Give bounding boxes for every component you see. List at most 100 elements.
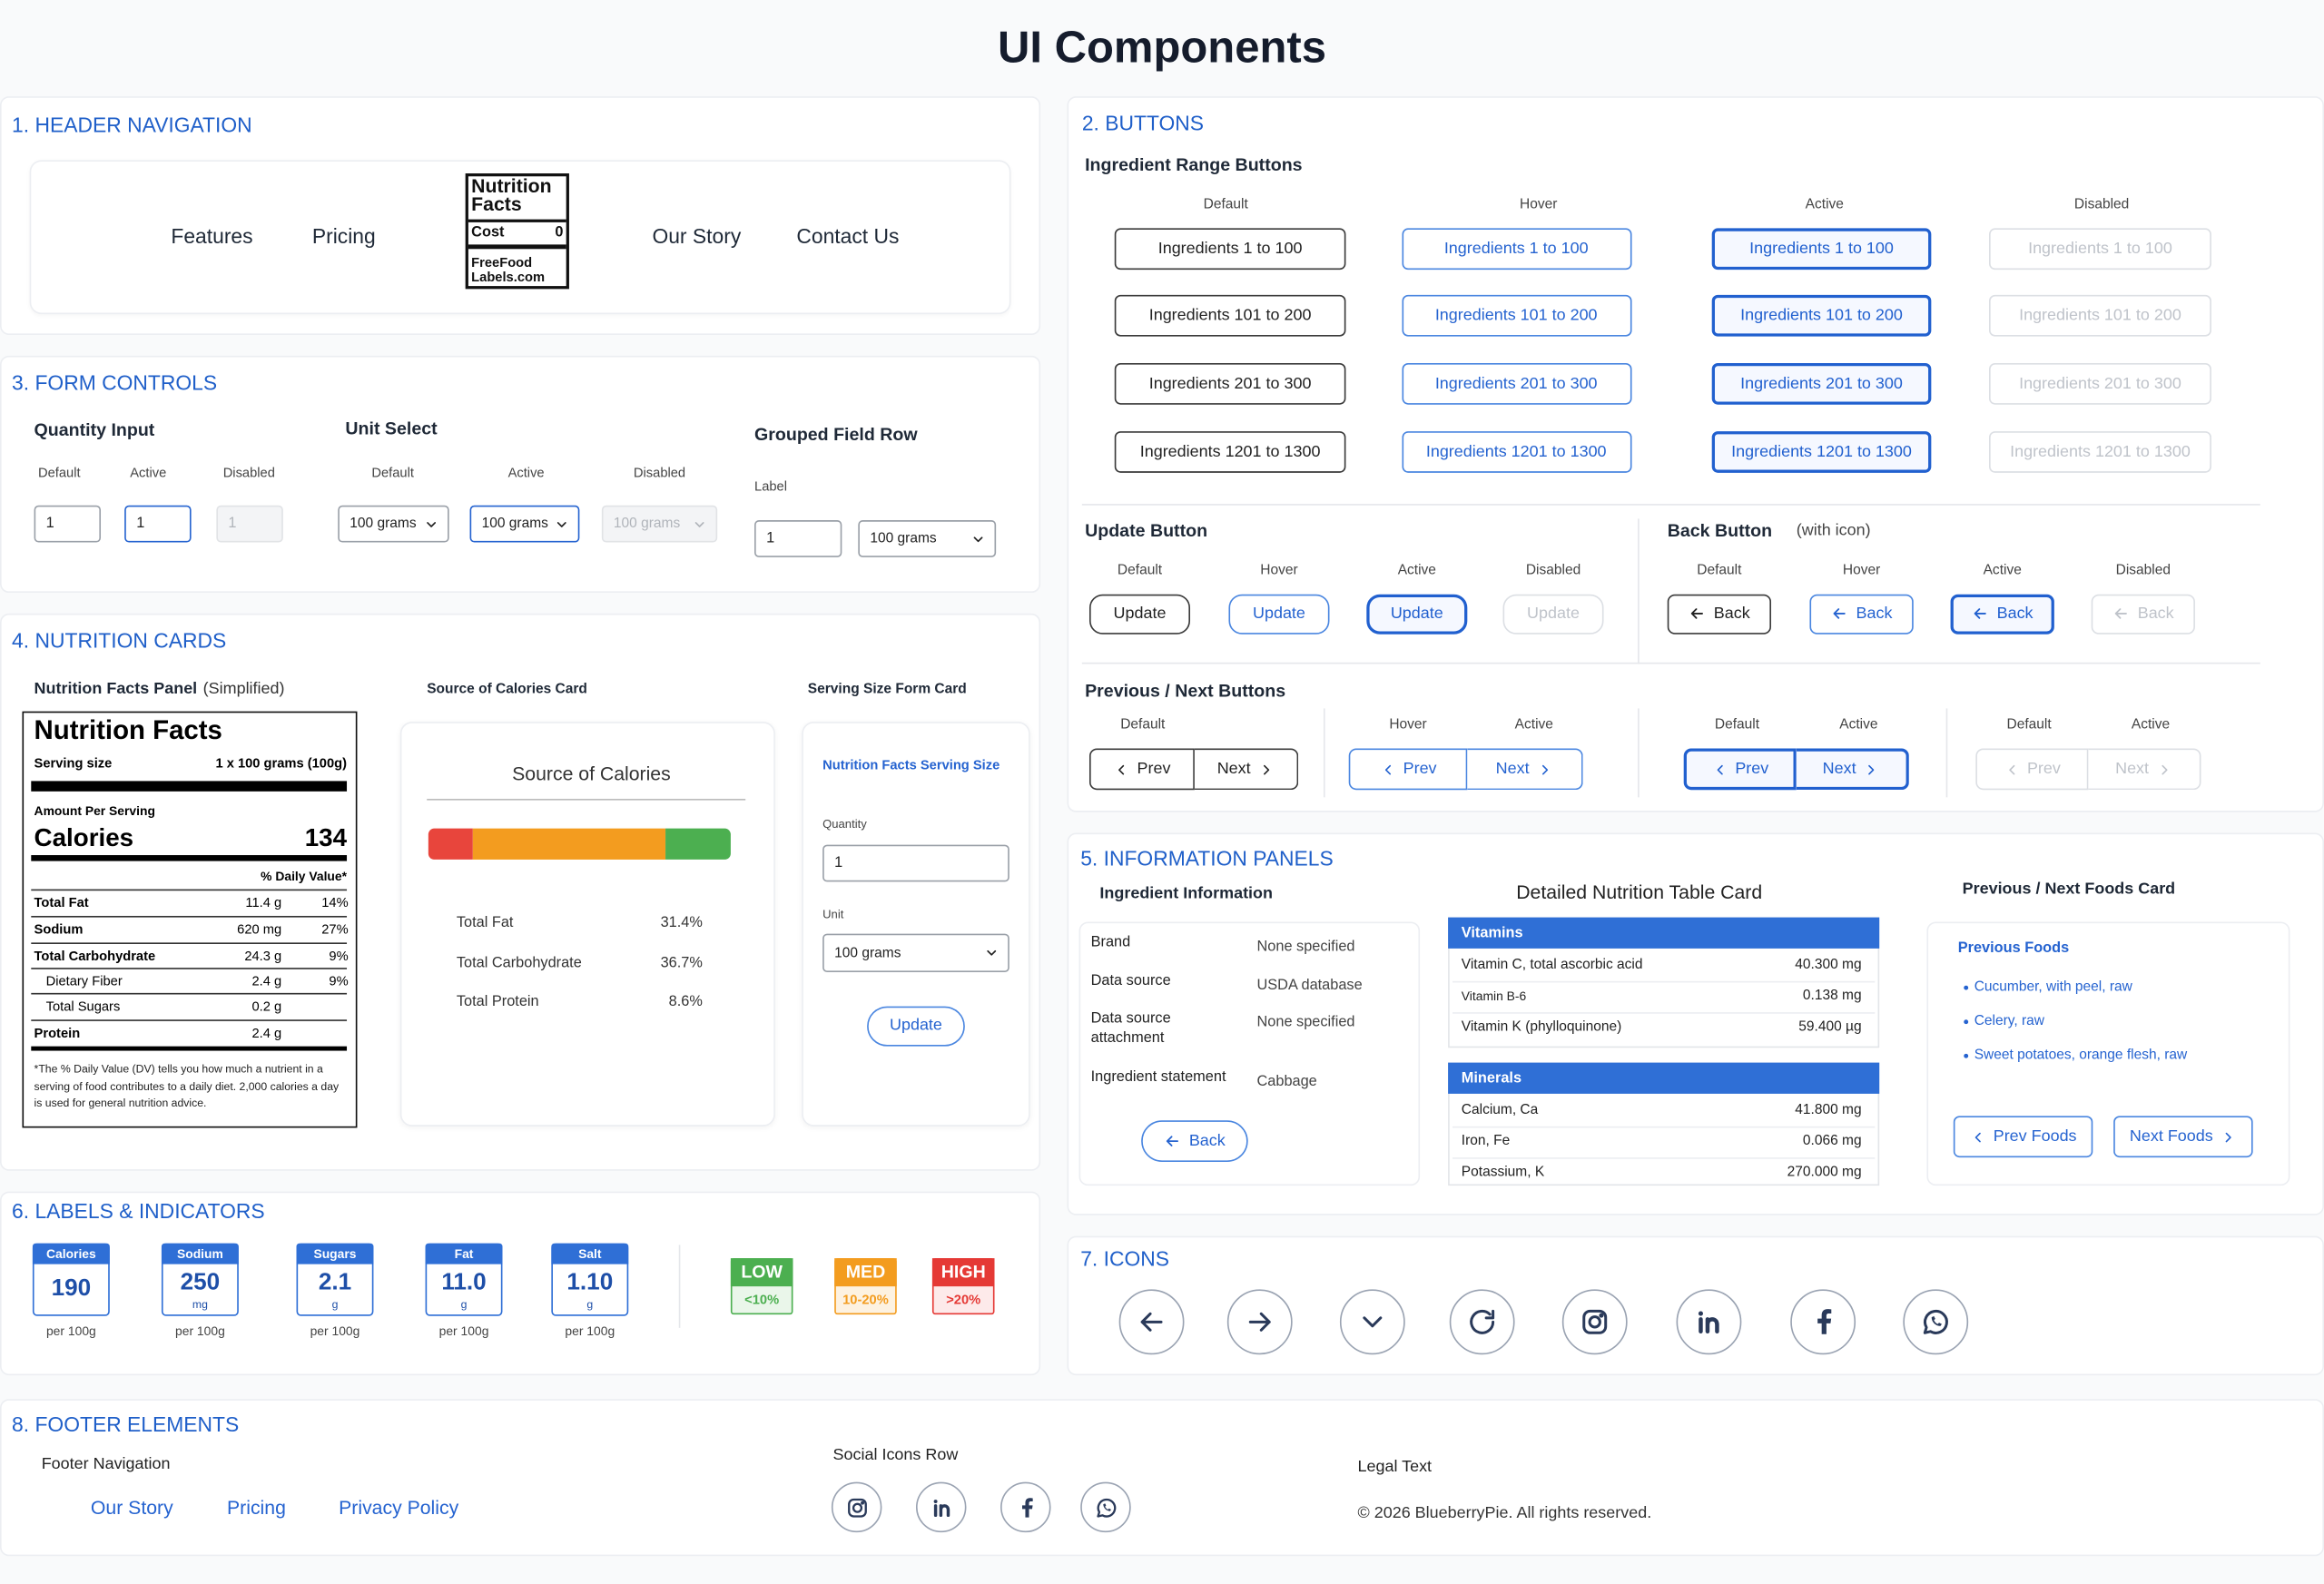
button[interactable]: Prev <box>1683 748 1797 791</box>
section-heading: 2. BUTTONS <box>1081 111 1205 135</box>
nav-link[interactable]: Contact Us <box>796 223 900 248</box>
icon-part <box>2162 764 2168 774</box>
button[interactable]: Next <box>1467 748 1583 791</box>
button[interactable]: Next <box>1194 748 1299 791</box>
icon-button[interactable] <box>1790 1289 1856 1355</box>
social-icon[interactable] <box>1080 1481 1131 1533</box>
icon <box>987 949 997 956</box>
section-heading: 4. NUTRITION CARDS <box>12 628 227 653</box>
button[interactable]: Update <box>1502 593 1604 634</box>
logo <box>465 173 569 290</box>
nav-link[interactable]: Our Story <box>652 223 742 248</box>
subsection-title: Social Icons Row <box>832 1446 959 1465</box>
button[interactable]: Ingredients 201 to 300 <box>1989 362 2211 405</box>
footer-link[interactable]: Our Story <box>90 1496 173 1519</box>
button[interactable]: Next Foods <box>2113 1116 2253 1158</box>
icon-part <box>1248 1312 1271 1332</box>
button-label: Next <box>1495 760 1530 779</box>
button[interactable]: Ingredients 101 to 200 <box>1711 294 1932 337</box>
icon-part <box>1384 764 1391 774</box>
social-icon[interactable] <box>831 1481 882 1533</box>
icon <box>1974 608 1987 619</box>
button[interactable]: Update <box>1228 593 1330 634</box>
footer-link[interactable]: Pricing <box>226 1496 286 1519</box>
icon-button[interactable] <box>1561 1289 1628 1355</box>
field-label: Unit <box>822 907 844 921</box>
icon-button[interactable] <box>1449 1289 1515 1355</box>
social-icon[interactable] <box>1000 1481 1051 1533</box>
button[interactable]: Ingredients 1 to 100 <box>1401 228 1631 271</box>
select-value: 100 grams <box>834 944 901 961</box>
subsection-title: Ingredient Range Buttons <box>1085 153 1303 175</box>
button[interactable]: Prev Foods <box>1953 1116 2093 1158</box>
social-icon[interactable] <box>915 1481 967 1533</box>
select[interactable]: 100 grams <box>338 505 449 543</box>
button[interactable]: Update <box>1088 593 1191 634</box>
section-heading: 8. FOOTER ELEMENTS <box>12 1412 240 1437</box>
button[interactable]: Ingredients 101 to 200 <box>1114 294 1346 337</box>
icon-button[interactable] <box>1339 1289 1405 1355</box>
button[interactable]: Next <box>2088 748 2201 791</box>
select[interactable]: 100 grams <box>469 505 580 543</box>
button[interactable]: Ingredients 201 to 300 <box>1401 362 1631 405</box>
subsection-title: Footer Navigation <box>41 1455 171 1473</box>
icon-button[interactable] <box>1676 1289 1742 1355</box>
text-input[interactable]: 1 <box>754 520 842 557</box>
icon-button[interactable] <box>1226 1289 1293 1355</box>
footer-link[interactable]: Privacy Policy <box>339 1496 459 1519</box>
button[interactable]: Back <box>1141 1120 1248 1162</box>
text-input[interactable]: 1 <box>124 505 192 543</box>
food-link[interactable]: Cucumber, with peel, raw <box>1974 979 2132 996</box>
button[interactable]: Ingredients 1201 to 1300 <box>1711 431 1932 473</box>
food-link[interactable]: Sweet potatoes, orange flesh, raw <box>1974 1047 2188 1064</box>
state-label: Active <box>1839 716 1878 733</box>
select[interactable]: 100 grams <box>601 505 718 543</box>
field-label: Quantity <box>822 817 867 831</box>
icon <box>2008 764 2014 774</box>
button[interactable]: Ingredients 1 to 100 <box>1711 228 1932 271</box>
button[interactable]: Next <box>1796 748 1909 791</box>
button[interactable]: Back <box>1667 593 1772 634</box>
text-input[interactable]: 1 <box>34 505 102 543</box>
button[interactable]: Prev <box>1348 748 1468 791</box>
label: Calories <box>34 823 134 852</box>
level-name: LOW <box>741 1261 783 1283</box>
button[interactable]: Ingredients 1 to 100 <box>1114 228 1346 271</box>
icon <box>2225 1131 2231 1142</box>
button[interactable]: Ingredients 1201 to 1300 <box>1989 431 2211 473</box>
button[interactable]: Ingredients 1 to 100 <box>1989 228 2211 271</box>
button[interactable]: Ingredients 1201 to 1300 <box>1401 431 1631 473</box>
button[interactable]: Back <box>1809 593 1914 634</box>
section-panel <box>0 1399 2324 1557</box>
nav-link[interactable]: Pricing <box>311 223 376 248</box>
button[interactable]: Update <box>867 1005 965 1046</box>
button[interactable]: Ingredients 101 to 200 <box>1401 294 1631 337</box>
button[interactable]: Back <box>1950 593 2054 634</box>
button[interactable]: Update <box>1366 593 1468 634</box>
nav-link[interactable]: Features <box>171 223 253 248</box>
button[interactable]: Ingredients 201 to 300 <box>1114 362 1346 405</box>
select[interactable]: 100 grams <box>822 933 1009 973</box>
food-link[interactable]: Celery, raw <box>1974 1012 2044 1029</box>
nutrient-name: Protein <box>34 1025 81 1041</box>
state-label: Disabled <box>2073 196 2130 213</box>
label: Brand <box>1090 934 1131 951</box>
icon-button[interactable] <box>1118 1289 1185 1355</box>
button-icon <box>1689 605 1707 623</box>
button[interactable]: Prev <box>1975 748 2089 791</box>
divider <box>1638 708 1640 798</box>
state-label: Disabled <box>1525 562 1581 579</box>
button[interactable]: Ingredients 201 to 300 <box>1711 362 1932 405</box>
icon-part <box>938 1503 950 1517</box>
text-input[interactable]: 1 <box>216 505 283 543</box>
select[interactable]: 100 grams <box>858 520 997 557</box>
icon-button[interactable] <box>1903 1289 1969 1355</box>
badge-unit: g <box>586 1297 594 1312</box>
button-label: Ingredients 201 to 300 <box>1148 375 1312 393</box>
button[interactable]: Ingredients 1201 to 1300 <box>1114 431 1346 473</box>
text-input[interactable]: 1 <box>822 844 1009 882</box>
button[interactable]: Ingredients 101 to 200 <box>1989 294 2211 337</box>
button[interactable]: Back <box>2091 593 2195 634</box>
button[interactable]: Prev <box>1088 748 1195 791</box>
